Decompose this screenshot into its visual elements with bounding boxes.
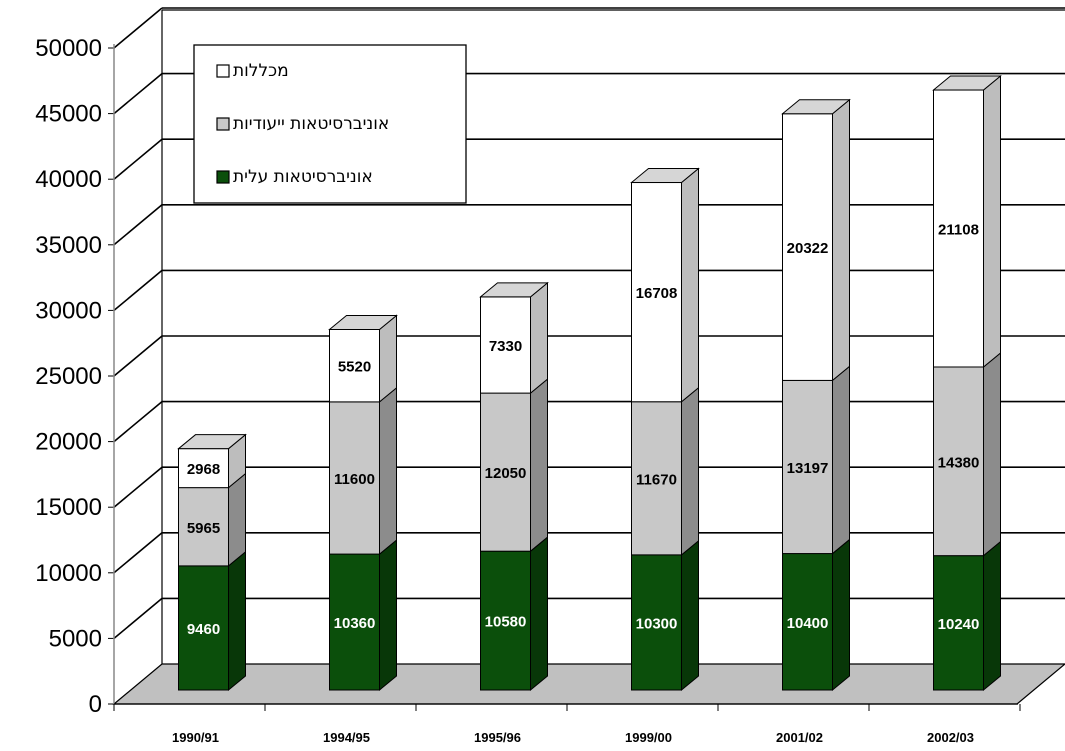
gridline-diagonal: [113, 269, 163, 312]
data-label: 14380: [938, 454, 980, 471]
y-tick-label: 10000: [35, 560, 102, 587]
y-tick-label: 20000: [35, 429, 102, 456]
bar-side: [228, 472, 246, 567]
x-tick-label: 2002/03: [927, 730, 974, 745]
gridline-diagonal: [113, 138, 163, 180]
data-label: 5520: [338, 359, 371, 376]
data-label: 10240: [938, 616, 980, 633]
legend-label: אוניברסיטאות ייעודיות: [233, 114, 389, 134]
x-tick-label: 1990/91: [172, 730, 219, 745]
y-tick-label: 35000: [35, 232, 102, 259]
gridline-diagonal: [113, 400, 163, 443]
data-label: 12050: [485, 465, 527, 482]
bar-side: [681, 539, 699, 692]
bar-segment: [329, 401, 380, 555]
y-tick-label: 5000: [49, 625, 102, 652]
data-label: 16708: [636, 285, 678, 302]
bar-side: [530, 281, 548, 395]
bar-side: [983, 74, 1001, 369]
bar-segment: [480, 296, 531, 394]
bar-segment: [480, 550, 531, 691]
bar-side: [379, 314, 397, 403]
bar-top: [932, 75, 1002, 91]
data-label: 10400: [787, 615, 829, 632]
y-tick-label: 45000: [35, 101, 102, 128]
legend-box: [193, 44, 467, 204]
data-label: 20322: [787, 240, 829, 257]
bar-top: [328, 314, 398, 330]
legend-swatch: [216, 64, 230, 78]
bar-segment: [631, 401, 682, 556]
bar-segment: [782, 113, 833, 381]
bar-segment: [933, 366, 984, 557]
data-label: 10580: [485, 614, 527, 631]
data-label: 9460: [187, 621, 220, 638]
chart-floor: [112, 663, 1065, 705]
bar-side: [832, 365, 850, 555]
data-label: 13197: [787, 460, 829, 477]
x-tick-label: 1994/95: [323, 730, 370, 745]
bar-segment: [782, 379, 833, 555]
y-tick-label: 25000: [35, 363, 102, 390]
gridline-diagonal: [113, 72, 163, 115]
y-tick-label: 50000: [35, 35, 102, 62]
bar-side: [681, 167, 699, 403]
bar-top: [630, 168, 700, 184]
bar-segment: [329, 553, 380, 691]
bar-side: [228, 550, 246, 692]
data-label: 2968: [187, 461, 220, 478]
data-label: 7330: [489, 338, 522, 355]
bars: 9460 5965 2968 10360 11600 5520 10580 12050 7330…: [177, 74, 1002, 692]
x-axis: 1990/91 1994/95 1995/96 1999/00 2001/02 2002/…: [113, 703, 1021, 745]
bar-side: [379, 386, 397, 556]
bar-side: [530, 536, 548, 692]
x-tick-label: 2001/02: [776, 730, 823, 745]
bar-side: [832, 538, 850, 692]
data-label: 10300: [636, 615, 678, 632]
gridline-diagonal: [113, 532, 163, 574]
data-label: 10360: [334, 615, 376, 632]
gridline-diagonal: [113, 466, 163, 508]
bar-top: [781, 99, 851, 115]
bar-segment: [631, 554, 682, 691]
legend-label: אוניברסיטאות עלית: [233, 167, 373, 187]
legend-swatch: [216, 170, 230, 184]
bar-segment: [178, 565, 229, 691]
legend-label: מכללות: [233, 61, 289, 81]
y-tick-label: 40000: [35, 166, 102, 193]
x-tick-label: 1995/96: [474, 730, 521, 745]
data-label: 21108: [938, 222, 979, 239]
bar-side: [983, 540, 1001, 692]
data-label: 5965: [187, 520, 220, 537]
gridline-diagonal: [113, 597, 163, 640]
legend-swatch: [216, 117, 230, 131]
y-tick-label: 0: [89, 691, 102, 718]
bar-segment: [329, 328, 380, 403]
bar-side: [983, 351, 1001, 557]
bar-side: [681, 386, 699, 556]
data-label: 11600: [334, 471, 375, 488]
bar-segment: [933, 555, 984, 691]
bar-side: [530, 378, 548, 553]
bar-segment: [178, 487, 229, 567]
y-tick-label: 15000: [35, 494, 102, 521]
gridline-diagonal: [113, 7, 163, 49]
bar-top: [479, 282, 549, 298]
gridline-diagonal: [113, 335, 163, 377]
x-tick-label: 1999/00: [625, 730, 672, 745]
bar-segment: [933, 89, 984, 368]
bar-side: [832, 98, 850, 382]
y-tick-label: 30000: [35, 297, 102, 324]
bar-top: [177, 434, 247, 450]
bar-side: [379, 539, 397, 692]
gridline-diagonal: [113, 204, 163, 246]
y-axis: 0 5000 10000 15000 20000 25000 30000 35000 40000…: [35, 35, 115, 718]
legend: מכללות אוניברסיטאות ייעודיות אוניברסיטאות …: [193, 44, 467, 204]
data-label: 11670: [636, 471, 677, 488]
